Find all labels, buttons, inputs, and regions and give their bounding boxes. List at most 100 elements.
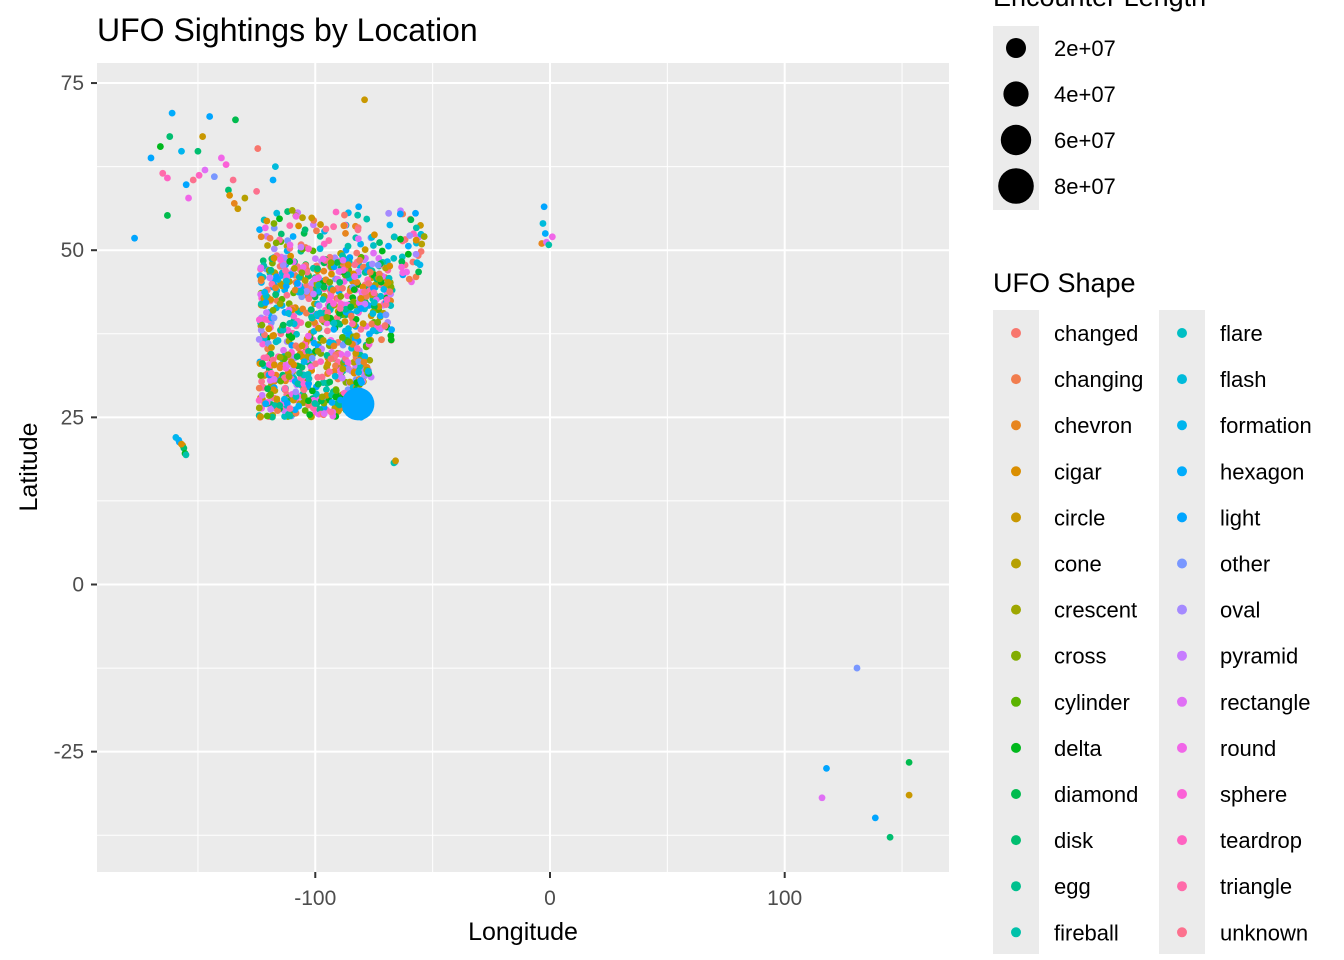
x-tick-label: 0 [544, 887, 556, 910]
data-point [318, 373, 326, 381]
color-legend-label: teardrop [1220, 828, 1302, 853]
data-point [271, 163, 279, 171]
data-point [378, 247, 386, 255]
data-point [270, 332, 278, 339]
data-point [344, 242, 352, 250]
data-point [818, 794, 826, 802]
data-point [371, 231, 378, 239]
data-point [262, 400, 270, 408]
y-axis: -25 0 25 50 75 [54, 72, 97, 764]
data-point [297, 288, 305, 296]
data-point [304, 332, 312, 340]
data-point [339, 341, 347, 349]
grid-major [97, 63, 949, 872]
color-legend-key [1177, 696, 1187, 707]
data-point [257, 264, 265, 272]
plot-panel [97, 63, 949, 872]
data-point [217, 154, 225, 162]
color-legend-label: diamond [1054, 782, 1138, 807]
data-point [269, 306, 277, 314]
data-point [390, 233, 398, 241]
data-point [384, 279, 392, 286]
data-point [344, 261, 352, 269]
data-point [330, 325, 338, 333]
data-point [390, 254, 398, 262]
data-point [286, 320, 294, 327]
data-point [378, 336, 385, 344]
color-legend-label: round [1220, 736, 1276, 761]
data-point [299, 263, 307, 271]
data-point [286, 405, 294, 412]
size-legend-label: 8e+07 [1054, 174, 1116, 199]
data-point [366, 268, 374, 276]
data-point [257, 326, 265, 334]
data-point [255, 316, 263, 324]
data-point [286, 222, 294, 230]
data-point [277, 256, 284, 264]
data-point [330, 342, 338, 350]
color-legend-label: cross [1054, 644, 1107, 669]
color-legend-key [1011, 881, 1021, 892]
data-point [336, 305, 344, 312]
data-point [355, 358, 363, 365]
data-point [264, 242, 271, 249]
data-point [286, 258, 294, 265]
data-point [263, 354, 270, 362]
data-point [189, 176, 197, 184]
data-point [905, 791, 913, 799]
data-point [355, 368, 363, 376]
data-point [267, 391, 274, 398]
size-legend-key [1000, 124, 1032, 156]
data-point [383, 296, 391, 303]
data-point [182, 181, 190, 189]
color-legend-label: crescent [1054, 598, 1137, 623]
data-point [374, 261, 382, 269]
data-point [327, 292, 335, 300]
data-point [358, 379, 365, 387]
data-point [222, 161, 230, 169]
data-point [270, 220, 278, 227]
data-point [195, 171, 203, 179]
data-point [302, 309, 310, 317]
data-point [412, 250, 420, 258]
data-point [276, 215, 283, 223]
size-legend-key [1006, 38, 1026, 58]
data-point [279, 321, 287, 329]
data-point [255, 404, 263, 412]
data-point [273, 273, 280, 281]
data-point [225, 186, 232, 194]
data-point [314, 265, 321, 273]
x-axis-title: Longitude [468, 918, 578, 946]
color-legend-key [1011, 420, 1021, 431]
color-legend-key [1177, 374, 1187, 385]
data-point [339, 256, 347, 264]
data-point [333, 259, 341, 266]
data-point [545, 241, 553, 249]
data-point [266, 234, 274, 242]
data-point [353, 332, 360, 340]
data-point [270, 375, 278, 383]
data-point [288, 206, 296, 214]
data-point [268, 413, 276, 421]
data-point [226, 191, 234, 199]
data-point [306, 411, 314, 418]
data-point [412, 236, 420, 244]
data-point [350, 286, 358, 294]
data-point [292, 388, 300, 396]
color-legend-label: sphere [1220, 782, 1287, 807]
size-legend-key [1003, 81, 1029, 107]
data-point [290, 264, 298, 272]
data-point [315, 324, 322, 332]
data-point [359, 320, 367, 328]
data-point [269, 176, 277, 184]
data-point [341, 318, 349, 325]
color-legend-label: chevron [1054, 413, 1132, 438]
color-legend-key [1011, 789, 1021, 799]
data-point [338, 374, 346, 382]
data-point [320, 267, 328, 275]
data-point [329, 286, 337, 294]
data-point [304, 371, 312, 378]
data-point [319, 337, 327, 344]
data-point [298, 269, 306, 277]
data-point [314, 380, 322, 388]
